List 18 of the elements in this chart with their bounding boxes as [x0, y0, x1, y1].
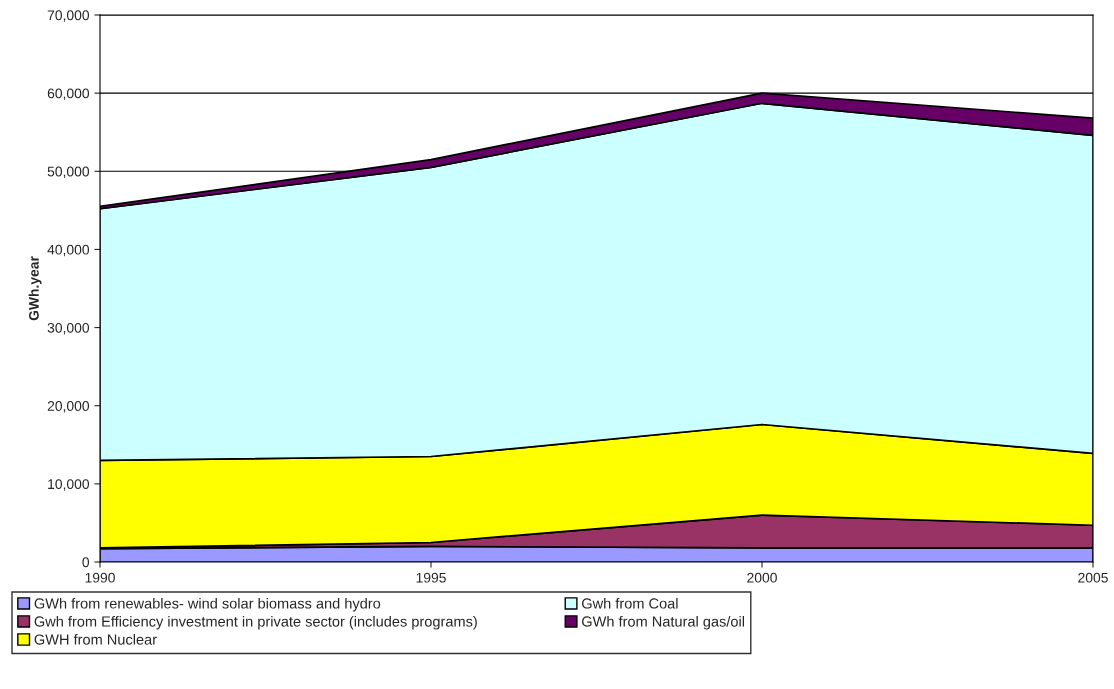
legend-label: GWh from Natural gas/oil — [582, 615, 744, 630]
y-tick-label: 30,000 — [47, 322, 90, 335]
y-tick-label: 60,000 — [47, 88, 90, 100]
legend-label: Gwh from Coal — [582, 597, 678, 609]
y-axis-title: GWh.year — [28, 256, 42, 321]
x-tick-label: 1995 — [416, 572, 446, 583]
x-tick-label: 1990 — [85, 572, 115, 583]
y-tick-label: 0 — [82, 557, 90, 568]
x-tick-label: 2005 — [1078, 572, 1108, 583]
legend-label: GWH from Nuclear — [34, 634, 157, 645]
legend-label: GWh from renewables- wind solar biomass and hydro — [34, 597, 381, 612]
y-tick-label: 10,000 — [48, 479, 90, 491]
legend-label: Gwh from Efficiency investment in private sector (includes programs) — [34, 615, 477, 630]
y-tick-label: 40,000 — [47, 244, 90, 257]
y-tick-label: 20,000 — [47, 401, 90, 413]
y-tick-label: 50,000 — [47, 166, 90, 179]
y-tick-label: 70,000 — [47, 10, 90, 22]
x-tick-label: 2000 — [747, 572, 777, 583]
